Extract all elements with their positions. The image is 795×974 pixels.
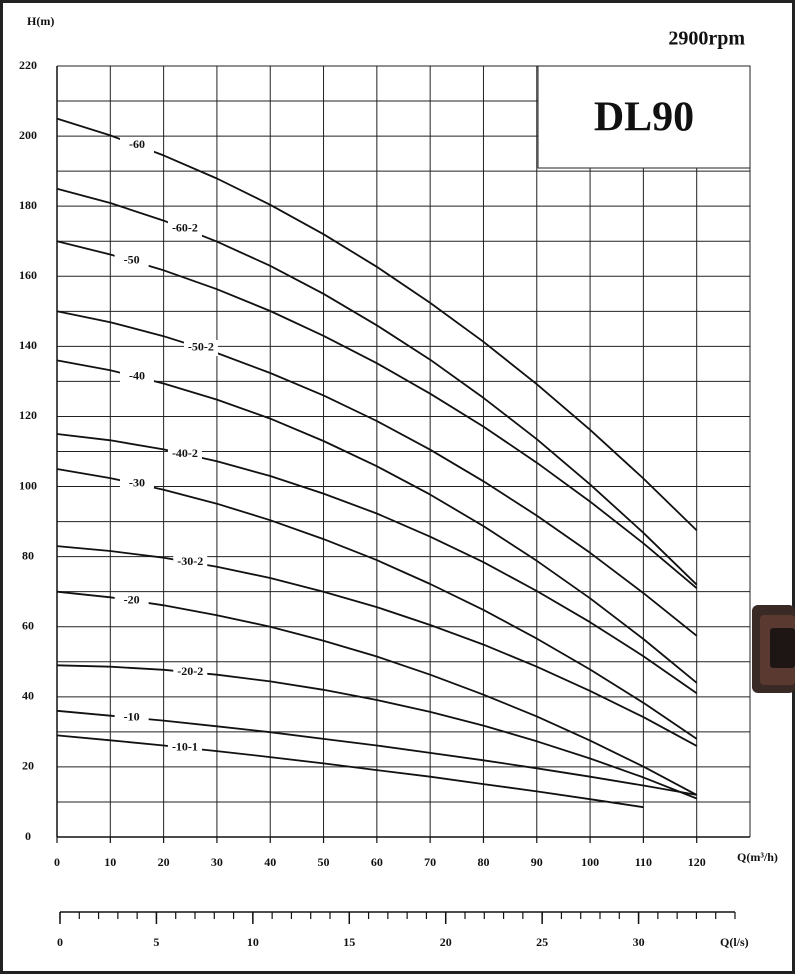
pump-curve (56, 709, 697, 796)
y-tick-label: 120 (19, 408, 37, 422)
chart-subtitle: 2900rpm (668, 28, 745, 50)
pump-curve (56, 187, 698, 586)
x2-tick-label: 0 (57, 935, 63, 949)
pump-curve (56, 433, 698, 695)
curve-label-bg (173, 664, 208, 681)
y-tick-label: 80 (22, 548, 34, 562)
curve-label: -10 (124, 709, 140, 723)
x2-tick-label: 30 (633, 935, 645, 949)
pump-curve (56, 468, 698, 740)
y-tick-label: 100 (19, 478, 37, 492)
x2-tick-label: 5 (153, 935, 159, 949)
x2-tick-label: 10 (247, 935, 259, 949)
x-tick-label: 30 (211, 855, 223, 869)
curve-label: -20-2 (177, 664, 203, 678)
x2-tick-label: 20 (440, 935, 452, 949)
y-tick-label: 220 (19, 58, 37, 72)
curve-label-bg (167, 220, 202, 237)
x-tick-label: 100 (581, 855, 599, 869)
pump-curve (56, 664, 698, 800)
y-tick-label: 0 (25, 829, 31, 843)
x2-tick-label: 15 (343, 935, 355, 949)
curve-label: -30-2 (177, 554, 203, 568)
y-tick-label: 140 (19, 338, 37, 352)
pump-curve (56, 240, 698, 589)
curve-label-bg (167, 739, 202, 756)
curve-label-bg (114, 592, 149, 609)
x-tick-label: 80 (477, 855, 489, 869)
curve-label-bg (183, 339, 218, 356)
y-tick-label: 200 (19, 128, 37, 142)
y-axis-label: H(m) (27, 14, 54, 28)
curve-label: -50 (124, 253, 140, 267)
x-tick-label: 110 (635, 855, 652, 869)
pump-curve (56, 359, 698, 684)
curve-label-bg (114, 252, 149, 269)
curve-label-bg (119, 475, 154, 492)
curve-label: -30 (129, 476, 145, 490)
title-box (537, 65, 751, 169)
x2-axis-label: Q(l/s) (720, 935, 749, 949)
y-tick-label: 160 (19, 268, 37, 282)
curve-label-bg (167, 446, 202, 463)
y-tick-label: 20 (22, 759, 34, 773)
x-tick-label: 70 (424, 855, 436, 869)
x-tick-label: 20 (158, 855, 170, 869)
chart-title: DL90 (594, 95, 694, 141)
x-tick-label: 60 (371, 855, 383, 869)
pump-curve (56, 734, 644, 809)
curve-label: -10-1 (172, 740, 198, 754)
x2-tick-label: 25 (536, 935, 548, 949)
y-tick-label: 60 (22, 618, 34, 632)
y-tick-label: 40 (22, 689, 34, 703)
pump-photo (752, 605, 795, 693)
x-tick-label: 120 (688, 855, 706, 869)
curve-label: -60-2 (172, 221, 198, 235)
curve-label-bg (173, 554, 208, 571)
pump-curve (56, 590, 698, 796)
curve-label: -40-2 (172, 446, 198, 460)
curve-label: -60 (129, 137, 145, 151)
curve-label: -50-2 (188, 340, 214, 354)
y-tick-label: 180 (19, 198, 37, 212)
pump-curve (56, 310, 698, 637)
x-tick-label: 50 (318, 855, 330, 869)
curve-label-bg (119, 137, 154, 154)
curve-label: -20 (124, 592, 140, 606)
x-axis-label: Q(m³/h) (737, 850, 778, 864)
curve-label-bg (119, 368, 154, 385)
pump-curve (56, 117, 698, 532)
curve-label: -40 (129, 369, 145, 383)
curve-label-bg (114, 709, 149, 726)
x-tick-label: 90 (531, 855, 543, 869)
x-tick-label: 40 (264, 855, 276, 869)
grid (56, 65, 750, 838)
x-tick-label: 0 (54, 855, 60, 869)
x-tick-label: 10 (104, 855, 116, 869)
pump-curve (56, 545, 698, 747)
